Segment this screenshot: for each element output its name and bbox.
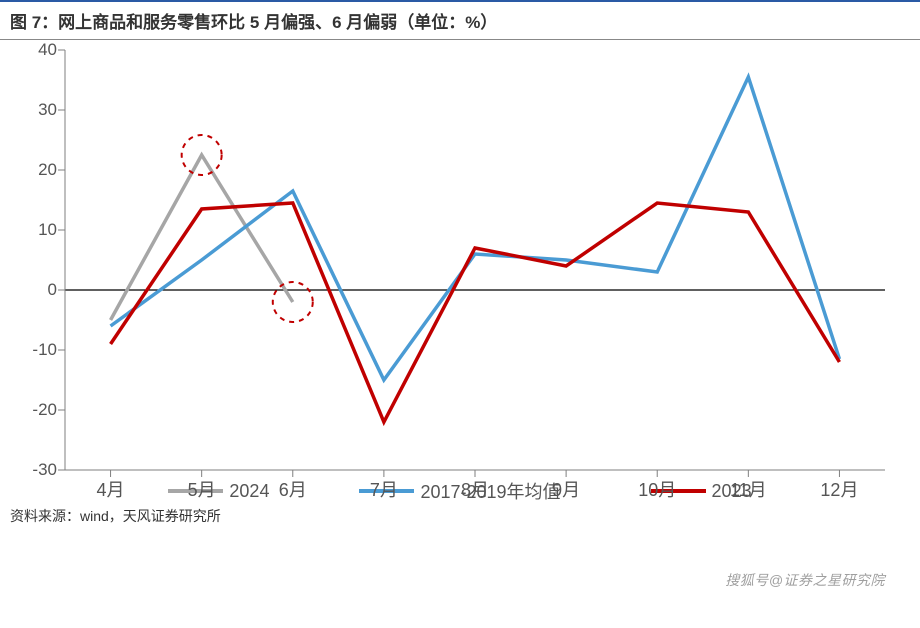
y-tick-label: 10 xyxy=(17,220,57,240)
y-tick-label: -10 xyxy=(17,340,57,360)
y-tick-label: 20 xyxy=(17,160,57,180)
y-tick-label: 40 xyxy=(17,40,57,60)
chart-container: -30-20-100102030404月5月6月7月8月9月10月11月12月 … xyxy=(20,50,900,504)
x-tick-label: 8月 xyxy=(461,476,489,502)
y-tick-label: 0 xyxy=(17,280,57,300)
x-tick-label: 11月 xyxy=(730,476,767,502)
source-footer: 资料来源：wind，天风证券研究所 xyxy=(0,504,920,528)
x-tick-label: 7月 xyxy=(370,476,398,502)
x-tick-label: 12月 xyxy=(820,476,858,502)
plot-area: -30-20-100102030404月5月6月7月8月9月10月11月12月 xyxy=(65,50,885,470)
legend-label: 2017-2019年均值 xyxy=(420,478,560,504)
x-tick-label: 9月 xyxy=(552,476,580,502)
legend-item: 2024 xyxy=(168,478,269,504)
x-tick-label: 4月 xyxy=(97,476,125,502)
x-tick-label: 5月 xyxy=(188,476,216,502)
watermark: 搜狐号@证券之星研究院 xyxy=(725,570,885,590)
y-tick-label: -30 xyxy=(17,460,57,480)
y-tick-label: -20 xyxy=(17,400,57,420)
x-tick-label: 6月 xyxy=(279,476,307,502)
chart-title: 图 7：网上商品和服务零售环比 5 月偏强、6 月偏弱（单位：%） xyxy=(0,0,920,40)
x-tick-label: 10月 xyxy=(638,476,676,502)
chart-svg xyxy=(65,50,885,470)
legend-label: 2024 xyxy=(229,481,269,502)
y-tick-label: 30 xyxy=(17,100,57,120)
